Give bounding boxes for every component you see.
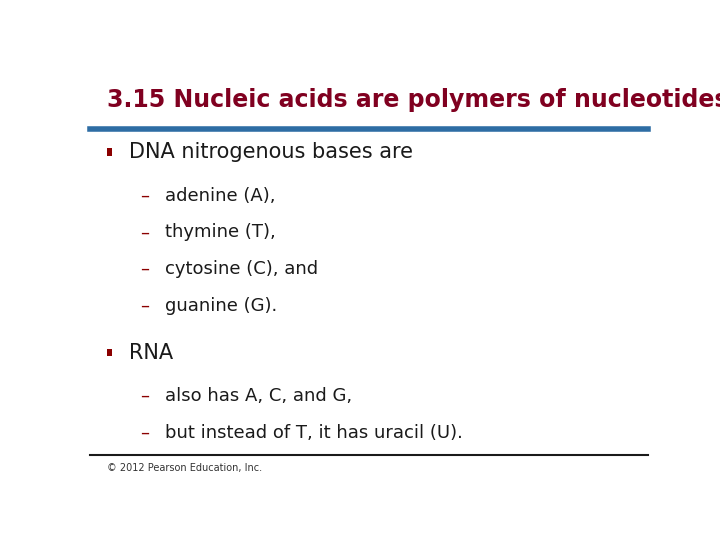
Text: but instead of T, it has uracil (U).: but instead of T, it has uracil (U).: [166, 424, 463, 442]
Text: guanine (G).: guanine (G).: [166, 296, 278, 314]
Text: –: –: [140, 387, 149, 405]
Text: © 2012 Pearson Education, Inc.: © 2012 Pearson Education, Inc.: [107, 463, 262, 473]
Text: DNA nitrogenous bases are: DNA nitrogenous bases are: [129, 142, 413, 162]
Text: cytosine (C), and: cytosine (C), and: [166, 260, 318, 278]
Text: –: –: [140, 296, 149, 314]
Text: 3.15 Nucleic acids are polymers of nucleotides: 3.15 Nucleic acids are polymers of nucle…: [107, 87, 720, 112]
Text: –: –: [140, 187, 149, 205]
Text: adenine (A),: adenine (A),: [166, 187, 276, 205]
Text: –: –: [140, 224, 149, 241]
Text: RNA: RNA: [129, 342, 174, 362]
Text: –: –: [140, 260, 149, 278]
Text: thymine (T),: thymine (T),: [166, 224, 276, 241]
FancyBboxPatch shape: [107, 349, 112, 356]
FancyBboxPatch shape: [107, 148, 112, 156]
Text: also has A, C, and G,: also has A, C, and G,: [166, 387, 353, 405]
Text: –: –: [140, 424, 149, 442]
